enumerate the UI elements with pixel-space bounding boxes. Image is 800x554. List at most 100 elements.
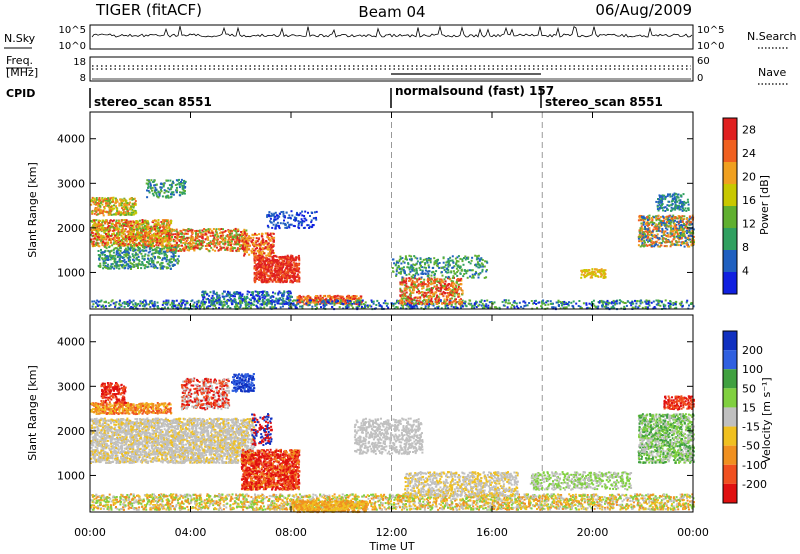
power-cell: [289, 276, 291, 279]
power-cell: [267, 266, 270, 269]
power-cell: [275, 300, 278, 303]
power-cell: [109, 219, 112, 222]
power-cell: [282, 281, 285, 284]
power-cell: [219, 248, 222, 251]
power-cell: [263, 252, 266, 255]
power-cell: [135, 264, 138, 267]
power-cell: [138, 234, 141, 237]
power-cell: [283, 270, 286, 273]
power-cell: [96, 299, 99, 302]
power-cell: [201, 241, 204, 244]
power-cell: [123, 249, 126, 252]
power-cell: [110, 237, 112, 240]
power-cell: [559, 300, 562, 303]
power-cell: [125, 199, 128, 202]
power-cell: [267, 268, 270, 270]
power-cell: [350, 298, 353, 300]
power-cell: [136, 223, 139, 226]
power-cell: [203, 228, 206, 230]
power-cell: [260, 268, 263, 270]
power-cell: [262, 250, 265, 253]
power-cell: [169, 243, 172, 246]
power-cell: [233, 234, 236, 237]
power-cell: [111, 244, 114, 247]
power-cell: [129, 201, 131, 204]
power-cell: [105, 232, 107, 235]
power-cell: [185, 302, 188, 305]
power-cell: [208, 294, 211, 297]
noise-panel-frame: [89, 24, 694, 50]
power-cell: [355, 298, 358, 300]
power-cell: [118, 233, 121, 236]
power-cell: [147, 254, 150, 257]
power-cell: [178, 178, 180, 181]
power-cell: [151, 189, 153, 192]
power-cell: [104, 210, 107, 213]
power-cell: [178, 183, 181, 186]
power-cell: [218, 228, 221, 231]
power-cell: [588, 307, 591, 310]
power-cell: [259, 303, 262, 306]
power-cell: [325, 303, 328, 306]
power-cell: [136, 233, 139, 236]
power-cell: [147, 234, 150, 237]
power-cell: [165, 196, 168, 199]
power-cell: [126, 235, 129, 238]
power-cell: [289, 258, 292, 261]
power-cell: [185, 246, 188, 249]
power-cell: [141, 257, 144, 260]
power-cell: [246, 246, 249, 249]
power-cell: [96, 238, 99, 241]
power-cell: [222, 304, 225, 307]
power-cell: [139, 240, 142, 243]
power-cell: [613, 307, 616, 310]
power-cell: [292, 261, 295, 264]
power-cell: [346, 306, 349, 309]
power-cell: [200, 302, 203, 305]
power-cell: [158, 242, 161, 245]
power-cell: [159, 230, 161, 233]
power-cell: [181, 248, 184, 251]
power-cell: [108, 250, 111, 253]
power-cell: [165, 219, 168, 221]
power-cell: [115, 200, 118, 203]
power-cell: [164, 301, 167, 304]
power-cell: [128, 231, 130, 234]
power-cell: [121, 232, 124, 235]
power-cell: [234, 240, 237, 243]
power-cell: [262, 301, 265, 304]
power-cell: [101, 197, 104, 200]
power-cell: [140, 302, 143, 305]
power-cell: [141, 230, 144, 233]
power-cell: [265, 268, 268, 271]
power-cell: [469, 303, 472, 306]
power-cell: [152, 261, 155, 264]
power-cell: [116, 208, 119, 211]
power-cell: [161, 219, 164, 222]
freq-right-tick-top: 60: [697, 56, 710, 67]
power-cell: [157, 241, 160, 244]
power-cell: [166, 239, 169, 242]
power-cell: [208, 231, 211, 234]
power-cell: [605, 306, 608, 309]
power-cell: [543, 302, 546, 305]
power-cell: [102, 199, 105, 202]
power-cell: [215, 236, 218, 239]
power-cell: [118, 204, 121, 207]
power-cell: [395, 306, 398, 308]
power-cell: [193, 249, 196, 252]
power-cell: [117, 241, 120, 244]
power-cell: [662, 305, 665, 308]
power-cell: [275, 297, 278, 300]
power-cell: [449, 291, 452, 294]
power-cell: [594, 306, 597, 309]
power-cell: [268, 258, 271, 261]
power-cell: [261, 278, 264, 281]
power-cell: [352, 297, 355, 300]
power-cell: [302, 299, 305, 302]
power-cell: [266, 232, 269, 235]
power-cell: [162, 302, 165, 305]
power-cell: [99, 266, 102, 268]
power-cell: [102, 210, 105, 213]
power-cell: [351, 302, 354, 305]
